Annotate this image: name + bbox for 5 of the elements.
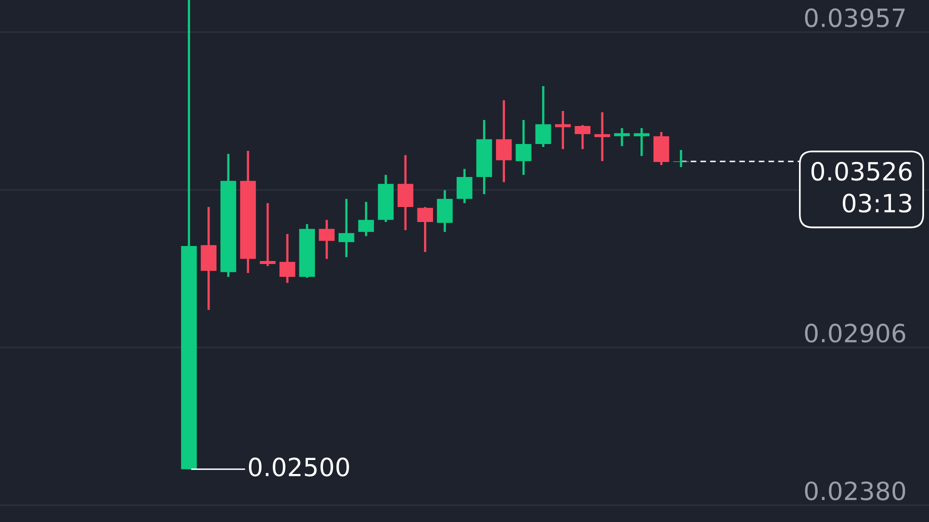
y-tick-label: 0.02906 (805, 324, 906, 343)
ref-line-label: 0.03526 03:13 (811, 162, 912, 213)
y-tick-label: 0.03957 (805, 8, 905, 28)
annotation: 0.02500 (248, 458, 350, 476)
y-tick-label: 0.02380 (805, 481, 906, 500)
